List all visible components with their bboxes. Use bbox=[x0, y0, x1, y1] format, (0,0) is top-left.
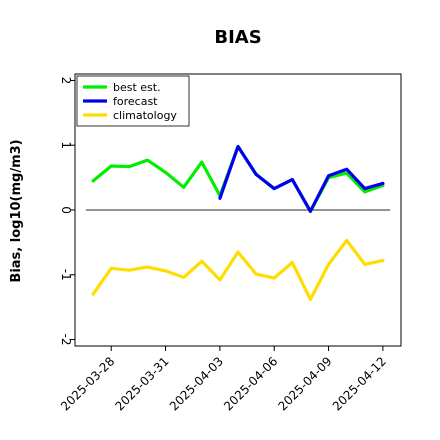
x-tick-label: 2025-04-06 bbox=[221, 354, 280, 413]
chart-title: BIAS bbox=[214, 27, 261, 48]
y-tick-label: 2 bbox=[59, 77, 73, 85]
series-line-climatology bbox=[91, 238, 385, 301]
x-tick-label: 2025-03-28 bbox=[58, 354, 117, 413]
legend-label: best est. bbox=[113, 81, 161, 94]
x-tick-label: 2025-04-09 bbox=[275, 354, 334, 413]
series-line-best-est bbox=[91, 144, 385, 213]
y-tick-label: 1 bbox=[59, 141, 73, 149]
y-tick-label: -2 bbox=[59, 334, 73, 346]
x-tick-label: 2025-04-03 bbox=[167, 354, 226, 413]
x-axis: 2025-03-282025-03-312025-04-032025-04-06… bbox=[58, 346, 389, 413]
x-tick-label: 2025-04-12 bbox=[330, 354, 389, 413]
y-tick-label: -1 bbox=[59, 269, 73, 281]
legend-label: forecast bbox=[113, 95, 158, 108]
y-tick-label: 0 bbox=[59, 206, 73, 214]
y-axis: 2 1 0 -1 -2 bbox=[59, 77, 75, 346]
series-group bbox=[91, 144, 385, 301]
y-axis-label: Bias, log10(mg/m3) bbox=[9, 139, 24, 282]
legend-label: climatology bbox=[113, 109, 177, 122]
x-tick-label: 2025-03-31 bbox=[112, 354, 171, 413]
series-line-forecast bbox=[218, 144, 385, 213]
